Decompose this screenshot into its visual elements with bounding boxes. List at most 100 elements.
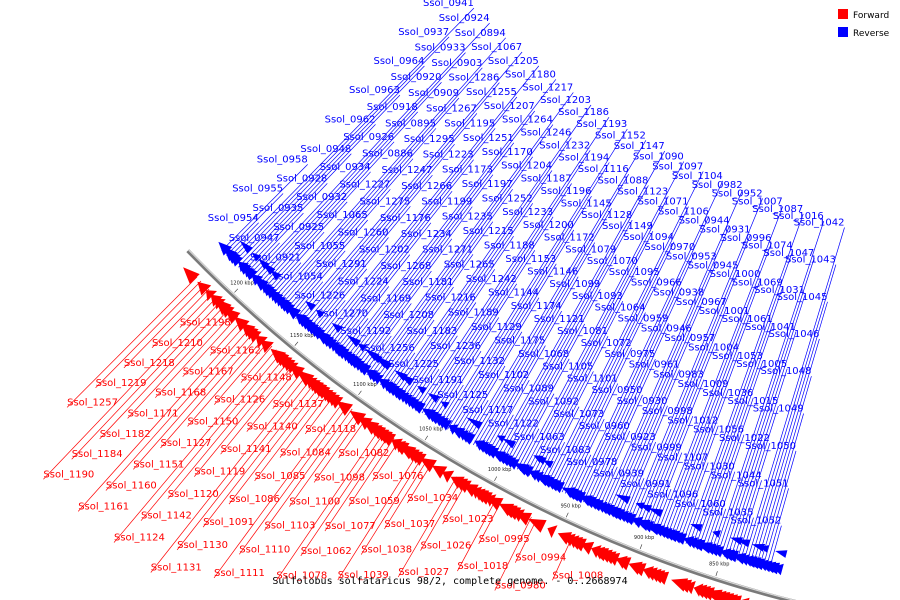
gene-label: Ssol_1170 [482,147,533,158]
gene-label: Ssol_1173 [442,165,493,176]
gene-arrow [441,401,450,409]
gene-label: Ssol_1099 [549,279,600,290]
gene-label: Ssol_1130 [177,540,228,551]
gene-label: Ssol_1186 [558,107,609,118]
gene-label: Ssol_1169 [360,293,411,304]
gene-label: Ssol_1190 [43,469,94,480]
gene-label: Ssol_0886 [362,149,413,160]
gene-label: Ssol_1195 [444,118,495,129]
gene-label: Ssol_1247 [381,165,432,176]
gene-label: Ssol_0924 [439,13,490,24]
gene-label: Ssol_1232 [539,140,590,151]
gene-label: Ssol_1102 [478,370,529,381]
gene-label: Ssol_0933 [415,43,466,54]
gene-label: Ssol_0948 [300,144,351,155]
gene-label: Ssol_0938 [653,288,704,299]
gene-label: Ssol_1086 [229,494,280,505]
gene-label: Ssol_0967 [676,297,727,308]
gene-label: Ssol_1204 [501,160,552,171]
gene-arrow [730,537,743,545]
gene-label: Ssol_0995 [479,534,530,545]
gene-label: Ssol_1083 [540,445,591,456]
gene-label: Ssol_1270 [317,308,368,319]
gene-label: Ssol_1183 [406,326,457,337]
kbp-tick-mark [234,289,237,293]
gene-arrow [466,417,482,429]
kbp-tick-mark [425,436,428,440]
gene-label: Ssol_1187 [521,174,572,185]
gene-label: Ssol_1146 [527,267,578,278]
gene-label: Ssol_1088 [597,176,648,187]
gene-label: Ssol_1144 [488,288,539,299]
gene-label: Ssol_0957 [664,333,715,344]
gene-arrow [547,525,557,538]
gene-label: Ssol_1182 [100,429,151,440]
gene-label: Ssol_1084 [280,448,331,459]
gene-label: Ssol_0998 [642,406,693,417]
gene-label: Ssol_1291 [316,259,367,270]
kbp-tick-label: 850 kbp [709,562,729,568]
gene-label: Ssol_1172 [544,233,595,244]
gene-label: Ssol_1145 [561,198,612,209]
gene-label: Ssol_1210 [152,338,203,349]
gene-label: Ssol_1251 [463,133,514,144]
gene-label: Ssol_1255 [466,87,517,98]
gene-label: Ssol_1012 [667,416,718,427]
gene-label: Ssol_0895 [385,118,436,129]
gene-label: Ssol_1126 [214,395,265,406]
gene-label: Ssol_1160 [106,481,157,492]
gene-label: Ssol_1076 [373,471,424,482]
gene-label: Ssol_0963 [349,85,400,96]
gene-label: Ssol_1063 [514,432,565,443]
genome-caption: Sulfolobus solfataricus 98/2, complete g… [0,576,900,587]
legend-forward-swatch [838,9,848,19]
gene-label: Ssol_1127 [161,438,212,449]
gene-label: Ssol_1141 [221,444,272,455]
leader-line [677,426,719,541]
gene-label: Ssol_1070 [587,256,638,267]
gene-label: Ssol_1100 [289,497,340,508]
kbp-tick-label: 1150 kbp [290,333,314,339]
gene-label: Ssol_1060 [675,499,726,510]
gene-label: Ssol_0941 [423,0,474,9]
gene-label: Ssol_1266 [401,181,452,192]
gene-label: Ssol_1079 [565,245,616,256]
kbp-tick-mark [566,513,568,518]
gene-label: Ssol_0950 [592,385,643,396]
gene-label: Ssol_1199 [421,197,472,208]
gene-label: Ssol_1121 [534,314,585,325]
gene-label: Ssol_1233 [502,207,553,218]
kbp-tick-mark [640,544,642,549]
gene-label: Ssol_1018 [457,561,508,572]
gene-label: Ssol_1171 [128,408,179,419]
gene-label: Ssol_1082 [339,448,390,459]
gene-label: Ssol_1223 [423,150,474,161]
gene-arrow [417,386,427,395]
kbp-tick-mark [494,476,496,480]
gene-label: Ssol_0994 [515,553,566,564]
gene-label: Ssol_1123 [617,186,668,197]
gene-label: Ssol_1224 [338,276,389,287]
gene-label: Ssol_1124 [114,533,165,544]
gene-label: Ssol_1150 [188,416,239,427]
gene-label: Ssol_1071 [638,197,689,208]
gene-label: Ssol_1242 [466,274,517,285]
gene-label: Ssol_1161 [78,501,129,512]
gene-label: Ssol_1188 [484,240,535,251]
gene-label: Ssol_1107 [657,453,708,464]
legend-forward-label: Forward [853,11,889,21]
gene-label: Ssol_1149 [602,221,653,232]
gene-arrow [337,401,354,416]
gene-label: Ssol_1208 [383,310,434,321]
gene-label: Ssol_1153 [505,254,556,265]
gene-label: Ssol_1116 [578,164,629,175]
gene-label: Ssol_1226 [294,290,345,301]
gene-label: Ssol_0960 [579,421,630,432]
gene-label: Ssol_1098 [314,472,365,483]
gene-label: Ssol_1131 [151,563,202,574]
gene-label: Ssol_0966 [631,278,682,289]
gene-label: Ssol_1128 [581,210,632,221]
gene-label: Ssol_1096 [647,489,698,500]
gene-label: Ssol_1275 [359,196,410,207]
gene-label: Ssol_1034 [407,493,458,504]
